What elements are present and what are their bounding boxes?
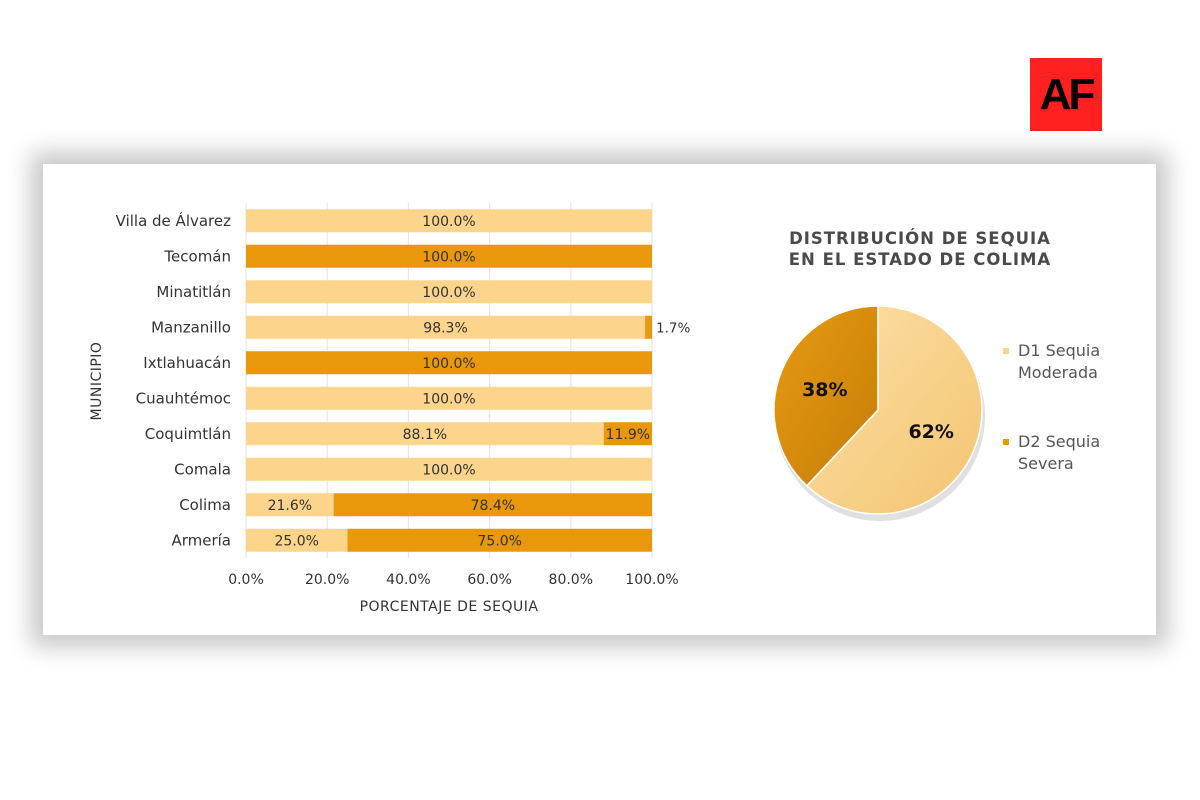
- category-label: Ixtlahuacán: [143, 354, 231, 372]
- legend-swatch-d2: [1003, 439, 1009, 445]
- data-label: 100.0%: [422, 249, 475, 265]
- legend-label-d2: D2 Sequia Severa: [1018, 432, 1101, 473]
- pie-title: DISTRIBUCIÓN DE SEQUIA EN EL ESTADO DE C…: [760, 228, 1080, 270]
- category-label: Manzanillo: [151, 318, 231, 336]
- category-label: Comala: [174, 460, 231, 478]
- legend-swatch-d1: [1003, 348, 1009, 354]
- data-label: 1.7%: [656, 320, 690, 336]
- x-tick-label: 100.0%: [625, 572, 678, 588]
- bar-d1: [246, 528, 348, 552]
- data-label: 78.4%: [471, 498, 515, 514]
- legend-label-d1: D1 Sequia Moderada: [1018, 341, 1101, 382]
- data-label: 75.0%: [478, 533, 522, 549]
- bar-d1: [246, 457, 652, 481]
- data-label: 88.1%: [403, 427, 447, 443]
- category-label: Armería: [171, 531, 231, 549]
- data-label: 98.3%: [423, 320, 467, 336]
- pie-title-line-2: EN EL ESTADO DE COLIMA: [788, 250, 1052, 269]
- bar-d2: [246, 244, 652, 268]
- bar-d1: [246, 315, 646, 339]
- x-tick-label: 40.0%: [386, 572, 430, 588]
- category-label: Villa de Álvarez: [116, 211, 231, 230]
- pie-title-line-1: DISTRIBUCIÓN DE SEQUIA: [789, 229, 1051, 248]
- pie-slice-d1: [805, 305, 983, 515]
- x-tick-label: 60.0%: [467, 572, 511, 588]
- bar-d1: [246, 209, 652, 233]
- bar-d2: [333, 493, 652, 517]
- legend-item-d1: D1 Sequia Moderada: [1003, 340, 1128, 384]
- x-tick-label: 20.0%: [305, 572, 349, 588]
- data-label: 100.0%: [422, 391, 475, 407]
- data-label: 100.0%: [422, 356, 475, 372]
- data-label: 25.0%: [275, 533, 319, 549]
- pie-slice-label: 38%: [802, 379, 847, 401]
- bar-d1: [246, 386, 652, 410]
- data-label: 11.9%: [606, 427, 650, 443]
- legend-item-d2: D2 Sequia Severa: [1003, 431, 1128, 475]
- data-label: 100.0%: [422, 285, 475, 301]
- category-label: Tecomán: [163, 247, 231, 265]
- data-label: 21.6%: [268, 498, 312, 514]
- category-label: Colima: [179, 496, 231, 514]
- bar-d1: [246, 493, 334, 517]
- x-tick-label: 0.0%: [228, 572, 264, 588]
- bar-d1: [246, 422, 604, 446]
- bar-d2: [603, 422, 652, 446]
- x-tick-label: 80.0%: [549, 572, 593, 588]
- category-label: Cuauhtémoc: [136, 389, 231, 407]
- data-label: 100.0%: [422, 462, 475, 478]
- category-label: Coquimtlán: [145, 425, 231, 443]
- data-label: 100.0%: [422, 214, 475, 230]
- y-axis-title: MUNICIPIO: [89, 342, 105, 421]
- bar-d2: [347, 528, 652, 552]
- pie-slice-d2: [773, 305, 879, 487]
- category-label: Minatitlán: [156, 283, 231, 301]
- bar-d2: [246, 351, 652, 375]
- bar-d2: [645, 315, 652, 339]
- pie-slice-label: 62%: [908, 421, 953, 443]
- x-axis-title: PORCENTAJE DE SEQUIA: [360, 599, 539, 615]
- bar-d1: [246, 280, 652, 304]
- af-logo: AF: [1030, 58, 1102, 131]
